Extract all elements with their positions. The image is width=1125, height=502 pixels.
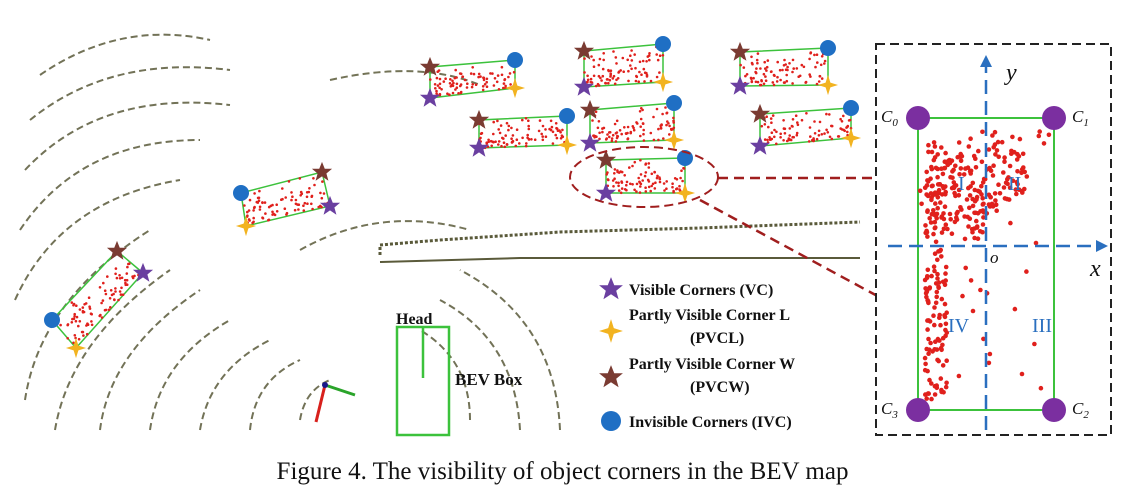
corner-c0-label: C0	[881, 107, 898, 129]
corner-c3-dot	[906, 398, 930, 422]
quadrant-iii-label: III	[1032, 315, 1052, 337]
corner-c2-label: C2	[1072, 399, 1089, 421]
quadrant-ii-label: II	[1008, 173, 1021, 195]
corner-c1-dot	[1042, 106, 1066, 130]
ego-vehicle-axes	[314, 382, 356, 423]
quadrant-iv-label: IV	[948, 315, 970, 337]
zoom-line-bottom	[699, 198, 919, 320]
legend-pvcw-label-2: (PVCW)	[690, 379, 750, 396]
ivc-marker	[666, 95, 682, 111]
corner-c1-label: C1	[1072, 107, 1089, 129]
ivc-marker	[233, 185, 249, 201]
quadrant-i-label: I	[958, 173, 965, 195]
object-boxes	[44, 36, 862, 359]
object-box	[50, 249, 145, 350]
ivc-marker	[507, 52, 523, 68]
legend-vc-label: Visible Corners (VC)	[629, 282, 773, 299]
ivc-marker	[820, 40, 836, 56]
ivc-marker	[655, 36, 671, 52]
inset-lidar-points	[917, 129, 1052, 402]
inset-x-label: x	[1089, 256, 1101, 282]
inset-y-label: y	[1004, 60, 1017, 86]
ivc-marker	[843, 100, 859, 116]
legend-pvcl-label-2: (PVCL)	[690, 330, 744, 347]
legend-pvcw-label-1: Partly Visible Corner W	[629, 356, 795, 373]
figure-caption: Figure 4. The visibility of object corne…	[276, 458, 849, 485]
legend-pvcl-icon	[599, 319, 623, 343]
corner-c0-dot	[906, 106, 930, 130]
object-box	[429, 59, 516, 99]
inset-panel	[875, 43, 1112, 436]
legend-pvcw-icon	[599, 365, 623, 388]
pvcl-marker	[817, 74, 839, 96]
bev-box-illustration	[395, 325, 451, 437]
vc-marker	[132, 262, 154, 282]
corner-c2-dot	[1042, 398, 1066, 422]
legend-ivc-icon	[601, 411, 621, 431]
pvcl-marker	[652, 71, 674, 93]
scan-road-edge	[378, 220, 861, 255]
legend-pvcl-label-1: Partly Visible Corner L	[629, 307, 790, 324]
legend-vc-icon	[599, 277, 623, 300]
highlight-ellipse	[569, 146, 719, 208]
ivc-marker	[44, 312, 60, 328]
pvcl-marker	[504, 77, 526, 99]
ivc-marker	[559, 108, 575, 124]
inset-origin-label: o	[990, 248, 999, 267]
pvcl-marker	[663, 129, 685, 151]
corner-c3-label: C3	[881, 399, 898, 421]
legend: Visible Corners (VC) Partly Visible Corn…	[599, 277, 795, 431]
bev-box-label: BEV Box	[455, 370, 523, 389]
object-box	[589, 102, 675, 144]
scan-curb	[379, 257, 860, 263]
bev-head-label: Head	[396, 311, 433, 328]
pvcw-marker	[311, 161, 333, 181]
legend-ivc-label: Invisible Corners (IVC)	[629, 414, 792, 431]
